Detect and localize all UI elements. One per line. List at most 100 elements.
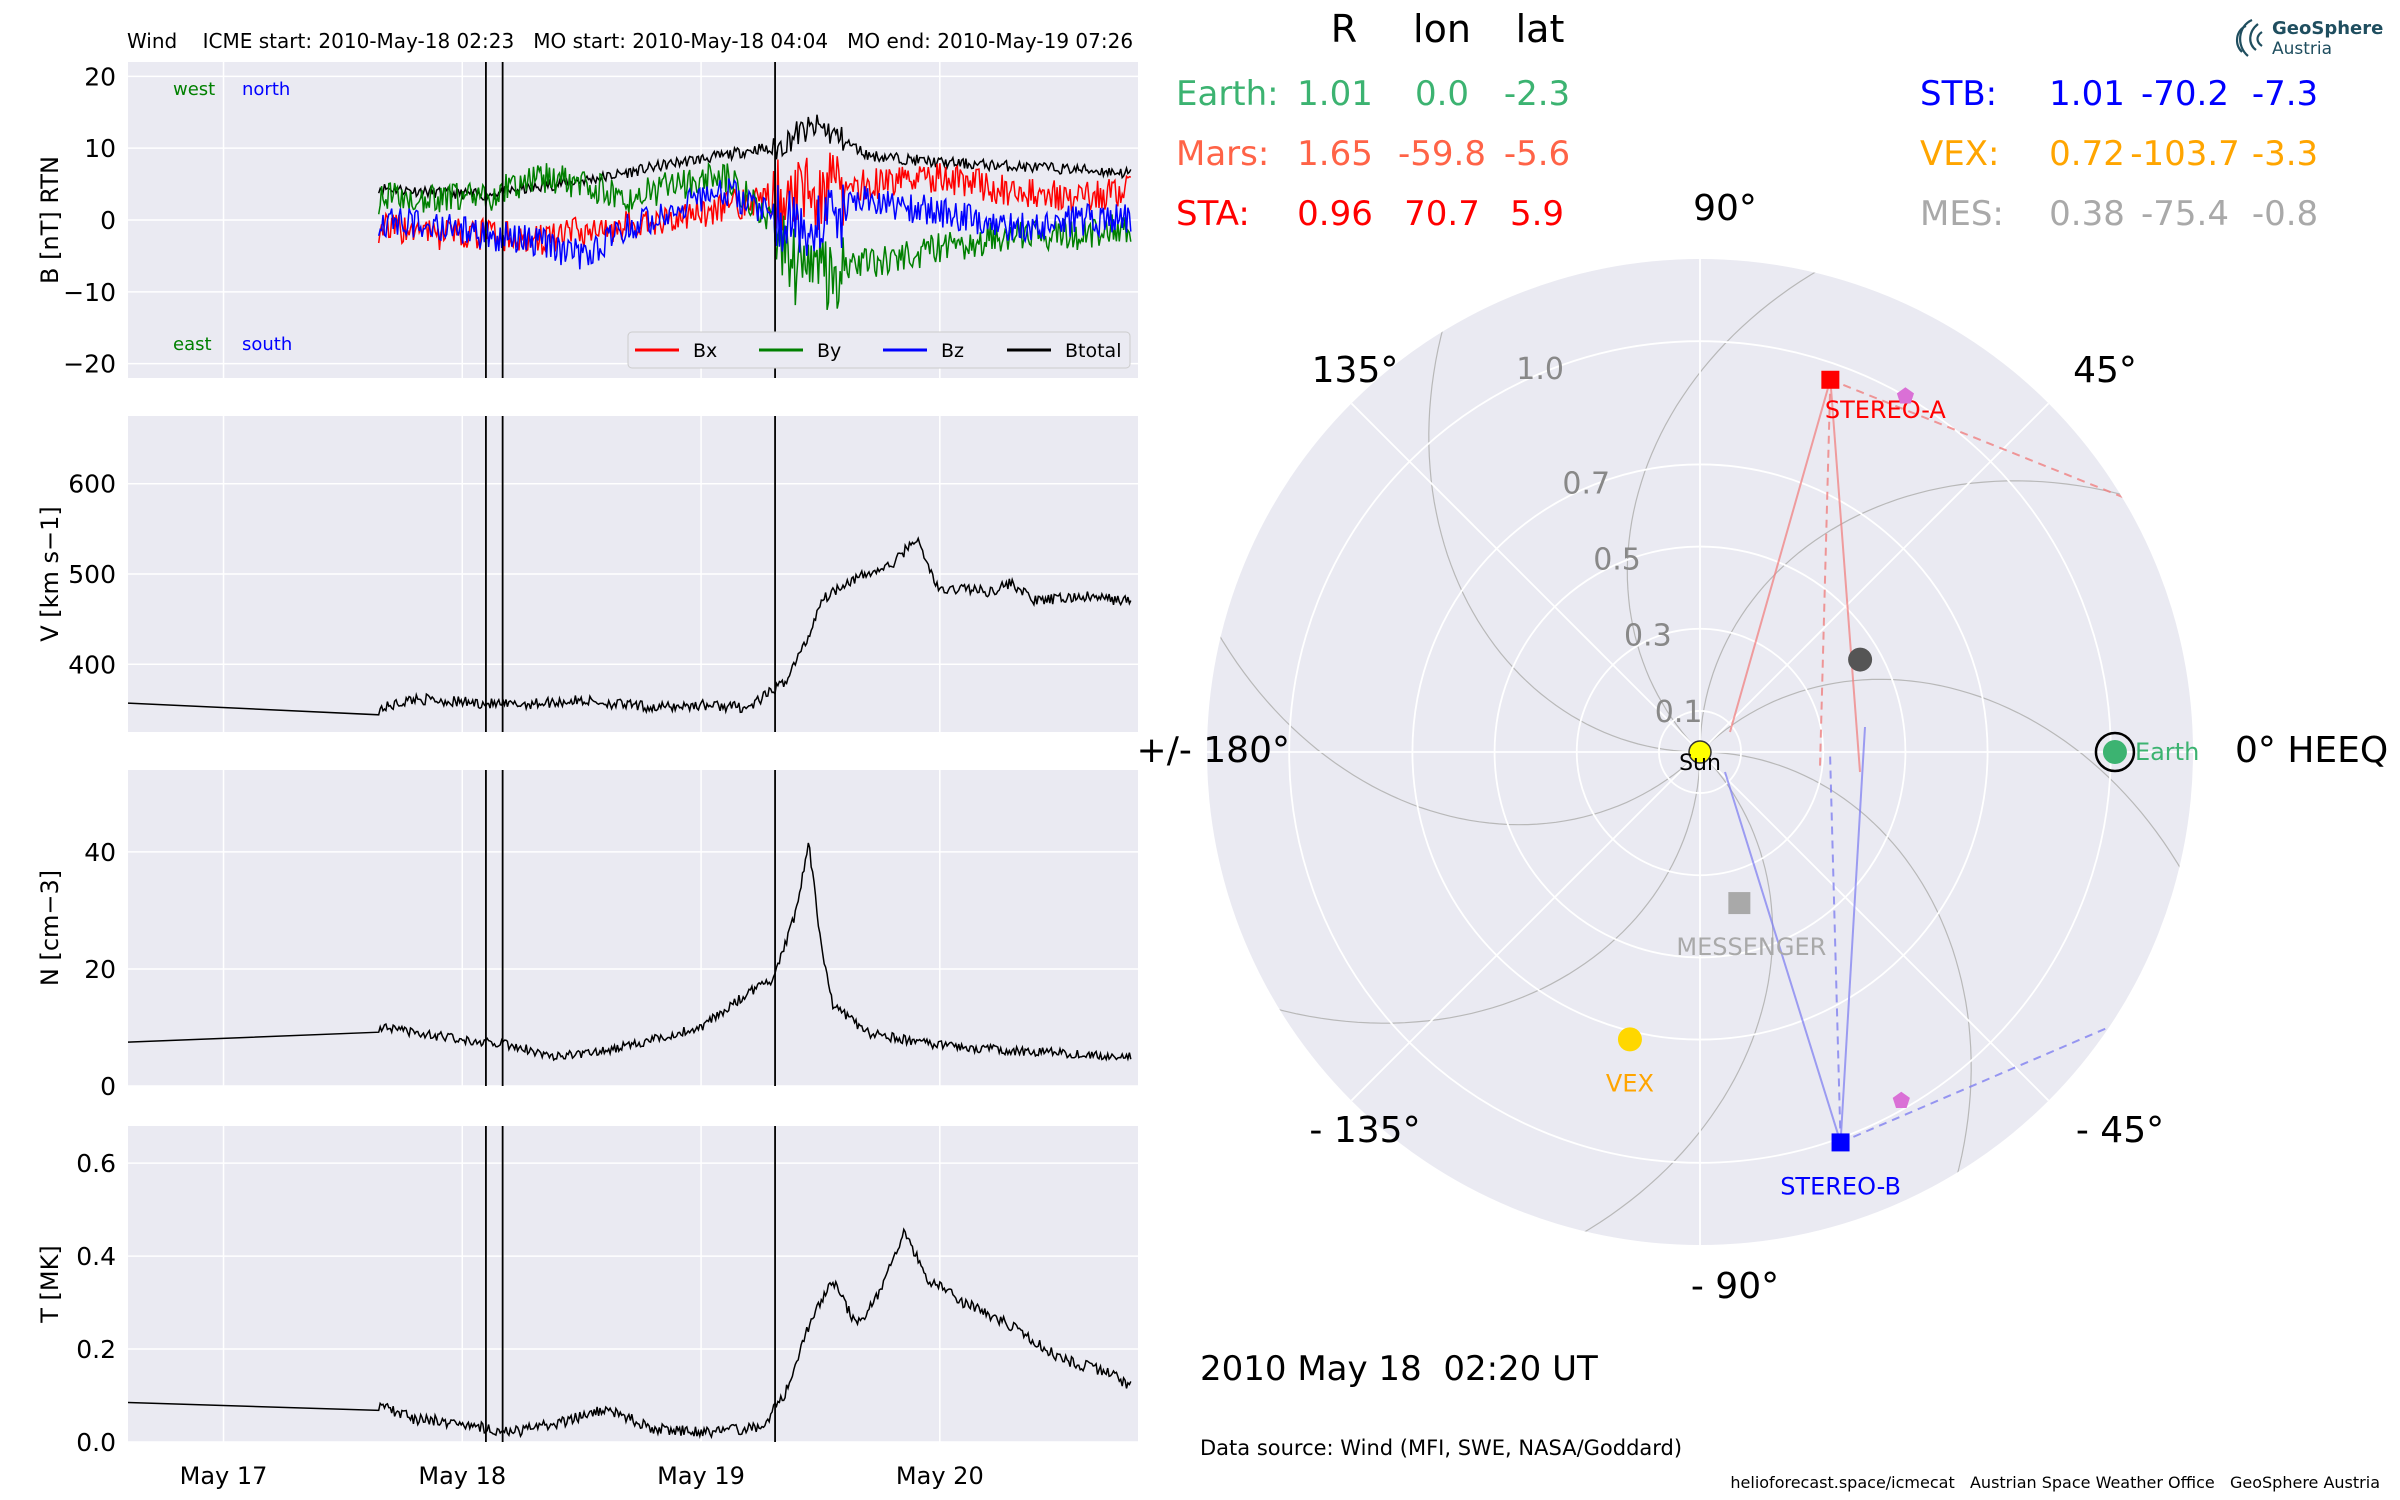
parker-spiral xyxy=(1699,751,1972,1230)
radial-tick-label: 0.3 xyxy=(1624,619,1672,654)
row-lon: -59.8 xyxy=(1398,134,1486,174)
angle-label: 135° xyxy=(1312,350,1399,391)
table-row-2: STA: 0.96 70.7 5.9 xyxy=(1176,194,1564,234)
row-lon: 0.0 xyxy=(1415,74,1469,114)
panel-background xyxy=(128,770,1138,1086)
row-lon: 70.7 xyxy=(1404,194,1480,234)
panel-background xyxy=(128,1126,1138,1442)
row-lat: -2.3 xyxy=(1504,74,1570,114)
legend-label: Bx xyxy=(693,340,717,362)
figure-title: Wind ICME start: 2010-May-18 02:23 MO st… xyxy=(127,29,1133,53)
body-messenger: MESSENGER xyxy=(1676,892,1826,961)
row-R: 0.38 xyxy=(2049,194,2125,234)
angular-grid-line xyxy=(1699,751,2050,1102)
body-marker xyxy=(1848,647,1873,672)
series-line-Bz xyxy=(377,178,1132,270)
body-label: Sun xyxy=(1679,751,1721,776)
body-earth: Earth xyxy=(2094,731,2199,773)
parker-spiral xyxy=(1428,274,1701,753)
table-row-3: STB: 1.01 -70.2 -7.3 xyxy=(1920,74,2318,114)
timestamp: 2010 May 18 02:20 UT xyxy=(1200,1349,1598,1389)
parker-spiral xyxy=(1626,259,1869,753)
row-lat: -0.8 xyxy=(2252,194,2318,234)
body-stereo-b: STEREO-B xyxy=(1780,1133,1901,1200)
timeseries-panels: −20 −10 0 10 20 B [nT] RTN west north east south B… xyxy=(36,62,1138,1490)
row-lon: -103.7 xyxy=(2130,134,2240,174)
y-axis-label: N [cm−3] xyxy=(36,870,64,986)
table-header: R xyxy=(1331,7,1357,51)
y-axis-label: B [nT] RTN xyxy=(36,156,64,284)
geosphere-logo: GeoSphere Austria xyxy=(2236,18,2383,59)
y-tick-label: 0.2 xyxy=(76,1335,116,1364)
body-label: MESSENGER xyxy=(1676,933,1826,961)
body-label: STEREO-A xyxy=(1825,396,1947,424)
series-line-Bx xyxy=(377,152,1132,255)
y-tick-label: 0.0 xyxy=(76,1428,116,1457)
y-tick-label: 0 xyxy=(100,1072,116,1101)
annotation-2: east xyxy=(173,334,212,355)
body-marker xyxy=(1728,892,1751,915)
parker-spiral xyxy=(1207,583,1701,826)
table-row-1: Mars: 1.65 -59.8 -5.6 xyxy=(1176,134,1570,174)
y-tick-label: 400 xyxy=(68,650,116,679)
polar-plot: 0.1 0.3 0.5 0.7 1.0 0° HEEQ 45° 90° 135° +/- 180°… xyxy=(1137,188,2389,1307)
body-stb-l4 xyxy=(1892,1091,1910,1108)
y-tick-label: 0 xyxy=(100,206,116,235)
body-stereo-a: STEREO-A xyxy=(1821,370,1947,424)
table-row-4: VEX: 0.72 -103.7 -3.3 xyxy=(1920,134,2318,174)
parker-spiral xyxy=(1699,678,2193,921)
data-source: Data source: Wind (MFI, SWE, NASA/Goddar… xyxy=(1200,1436,1682,1460)
row-lon: -75.4 xyxy=(2141,194,2229,234)
row-R: 0.72 xyxy=(2049,134,2125,174)
x-tick-label: May 19 xyxy=(657,1462,745,1490)
angle-label: 45° xyxy=(2073,350,2137,391)
earth-ring xyxy=(2094,731,2136,773)
row-R: 0.96 xyxy=(1297,194,1373,234)
x-tick-label: May 18 xyxy=(418,1462,506,1490)
body-marker xyxy=(2102,740,2127,764)
annotation-1: north xyxy=(242,79,290,100)
row-R: 1.01 xyxy=(1297,74,1373,114)
stb-dashed-line-2 xyxy=(1840,1015,2136,1144)
row-lat: -3.3 xyxy=(2252,134,2318,174)
y-tick-label: −20 xyxy=(63,350,116,379)
radial-tick-label: 0.5 xyxy=(1593,543,1641,578)
sta-dashed-line-2 xyxy=(1829,378,2161,513)
body-gray-body xyxy=(1848,647,1873,672)
credits: helioforecast.space/icmecat Austrian Spa… xyxy=(1730,1473,2380,1492)
body-sta-l5 xyxy=(1896,387,1914,404)
radial-tick-label: 1.0 xyxy=(1516,352,1564,387)
body-marker xyxy=(1896,387,1914,404)
y-tick-label: 600 xyxy=(68,470,116,499)
angle-label: 0° HEEQ xyxy=(2235,730,2388,771)
legend-label: Btotal xyxy=(1065,340,1121,362)
body-marker xyxy=(1688,740,1712,764)
body-marker xyxy=(1831,1133,1850,1152)
angular-grid-line xyxy=(1699,402,2050,753)
body-label: Earth xyxy=(2135,738,2199,766)
y-tick-label: 20 xyxy=(84,62,116,91)
body-sun: Sun xyxy=(1679,740,1721,776)
y-axis-label: T [MK] xyxy=(36,1245,64,1323)
series-line-By xyxy=(377,161,1132,311)
row-label: STB: xyxy=(1920,74,1997,114)
logo-line2: Austria xyxy=(2272,39,2332,59)
annotation-3: south xyxy=(242,334,292,355)
body-vex: VEX xyxy=(1606,1027,1654,1097)
annotation-0: west xyxy=(173,79,215,100)
row-lat: -5.6 xyxy=(1504,134,1570,174)
logo-line1: GeoSphere xyxy=(2272,18,2383,39)
angle-label: +/- 180° xyxy=(1137,730,1290,771)
legend-label: By xyxy=(817,340,841,362)
radial-tick-label: 0.1 xyxy=(1655,695,1703,730)
y-tick-label: 10 xyxy=(84,134,116,163)
table-header: lon xyxy=(1413,7,1471,51)
y-tick-label: 0.6 xyxy=(76,1149,116,1178)
angular-grid-line xyxy=(1350,751,1701,1102)
body-label: VEX xyxy=(1606,1069,1654,1097)
y-axis-label: V [km s−1] xyxy=(36,506,64,642)
row-label: VEX: xyxy=(1920,134,2000,174)
row-lat: 5.9 xyxy=(1510,194,1564,234)
